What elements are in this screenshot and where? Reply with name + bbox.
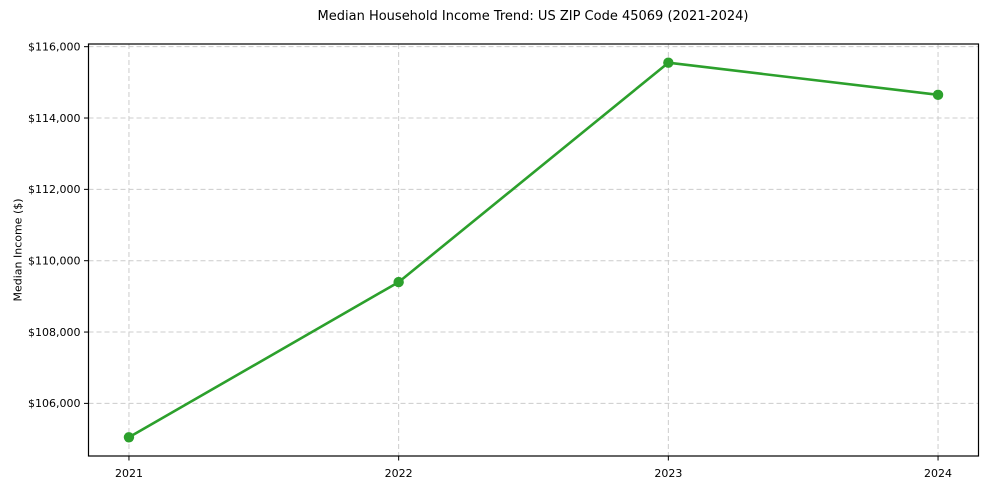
y-tick-label: $108,000 [28,326,81,339]
plot-border [87,43,980,457]
trend-line [127,61,940,439]
y-tick-label: $106,000 [28,397,81,410]
x-tick-label: 2023 [654,467,682,480]
chart-title: Median Household Income Trend: US ZIP Co… [317,9,749,24]
x-tick-label: 2021 [115,467,143,480]
y-tick-label: $116,000 [28,40,81,53]
data-point [393,276,404,288]
x-tick-label: 2024 [924,467,952,480]
y-tick-label: $114,000 [28,112,81,125]
y-axis-label: Median Income ($) [11,198,25,302]
data-point [932,89,944,101]
x-tick-label: 2022 [385,467,413,480]
data-point [663,57,674,68]
y-tick-label: $110,000 [28,255,81,268]
y-tick-label: $112,000 [28,183,81,196]
data-point [123,432,135,443]
